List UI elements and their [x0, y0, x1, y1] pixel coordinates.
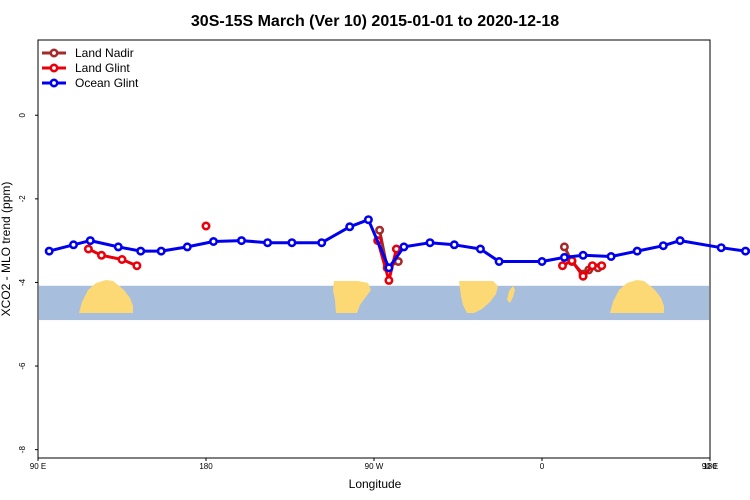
- y-tick-label: -2: [18, 195, 27, 203]
- data-point: [740, 246, 750, 256]
- legend-label: Ocean Glint: [75, 76, 139, 90]
- legend-marker: [49, 48, 59, 58]
- data-point: [716, 243, 726, 253]
- data-point: [113, 242, 123, 252]
- data-point: [587, 261, 597, 271]
- x-tick-label: 90 E: [30, 462, 46, 471]
- series-line: [87, 247, 138, 268]
- series-layer: [44, 215, 750, 285]
- legend-item: Land Glint: [42, 61, 130, 75]
- data-point: [182, 242, 192, 252]
- chart-title: 30S-15S March (Ver 10) 2015-01-01 to 202…: [191, 13, 559, 30]
- y-tick-label: -4: [18, 278, 27, 286]
- series-land-nadir: [375, 225, 603, 279]
- data-point: [201, 221, 211, 231]
- legend-marker: [49, 63, 59, 73]
- data-point: [632, 246, 642, 256]
- data-point: [658, 241, 668, 251]
- data-point: [132, 261, 142, 271]
- data-point: [287, 238, 297, 248]
- x-tick-label: 90 W: [365, 462, 384, 471]
- australia-land-repeat: [610, 280, 664, 313]
- data-point: [44, 246, 54, 256]
- data-point: [675, 236, 685, 246]
- data-point: [117, 254, 127, 264]
- y-tick-label: -8: [18, 446, 27, 454]
- y-tick-label: -6: [18, 362, 27, 370]
- data-point: [317, 238, 327, 248]
- series-ocean-glint: [44, 215, 750, 273]
- legend-label: Land Glint: [75, 61, 130, 75]
- data-point: [237, 236, 247, 246]
- data-point: [263, 238, 273, 248]
- south-america-land: [333, 281, 371, 313]
- madagascar-land: [507, 286, 515, 303]
- australia-land: [79, 280, 133, 313]
- data-point: [384, 275, 394, 285]
- data-point: [578, 271, 588, 281]
- data-point: [85, 236, 95, 246]
- data-point: [83, 244, 93, 254]
- data-point: [578, 250, 588, 260]
- land-masses: [79, 280, 664, 313]
- data-point: [425, 238, 435, 248]
- data-point: [97, 250, 107, 260]
- data-point: [156, 246, 166, 256]
- data-point: [449, 240, 459, 250]
- legend-item: Ocean Glint: [42, 76, 139, 90]
- y-axis-label: XCO2 - MLO trend (ppm): [0, 182, 13, 317]
- data-point: [136, 246, 146, 256]
- y-axis: 0 -2 -4 -6 -8: [18, 112, 38, 453]
- data-point: [494, 256, 504, 266]
- data-point: [559, 252, 569, 262]
- data-point: [399, 242, 409, 252]
- data-point: [606, 252, 616, 262]
- data-point: [209, 237, 219, 247]
- data-point: [537, 256, 547, 266]
- africa-land: [459, 281, 498, 313]
- x-tick-label: 180: [703, 462, 717, 471]
- legend-label: Land Nadir: [75, 46, 134, 60]
- data-point: [363, 215, 373, 225]
- data-point: [475, 244, 485, 254]
- data-point: [597, 261, 607, 271]
- legend-marker: [49, 78, 59, 88]
- data-point: [391, 244, 401, 254]
- x-tick-label: 0: [540, 462, 545, 471]
- data-point: [375, 225, 385, 235]
- x-tick-label: 90 E: [702, 462, 718, 471]
- x-axis-label: Longitude: [349, 477, 402, 491]
- data-point: [567, 256, 577, 266]
- data-point: [345, 222, 355, 232]
- data-point: [559, 242, 569, 252]
- series-land-glint: [83, 221, 607, 285]
- x-tick-label: 180: [199, 462, 213, 471]
- legend-item: Land Nadir: [42, 46, 134, 60]
- map-band: [39, 280, 709, 321]
- ocean-band: [39, 285, 709, 321]
- data-point: [69, 240, 79, 250]
- y-tick-label: 0: [18, 112, 27, 117]
- data-point: [384, 263, 394, 273]
- data-point: [557, 261, 567, 271]
